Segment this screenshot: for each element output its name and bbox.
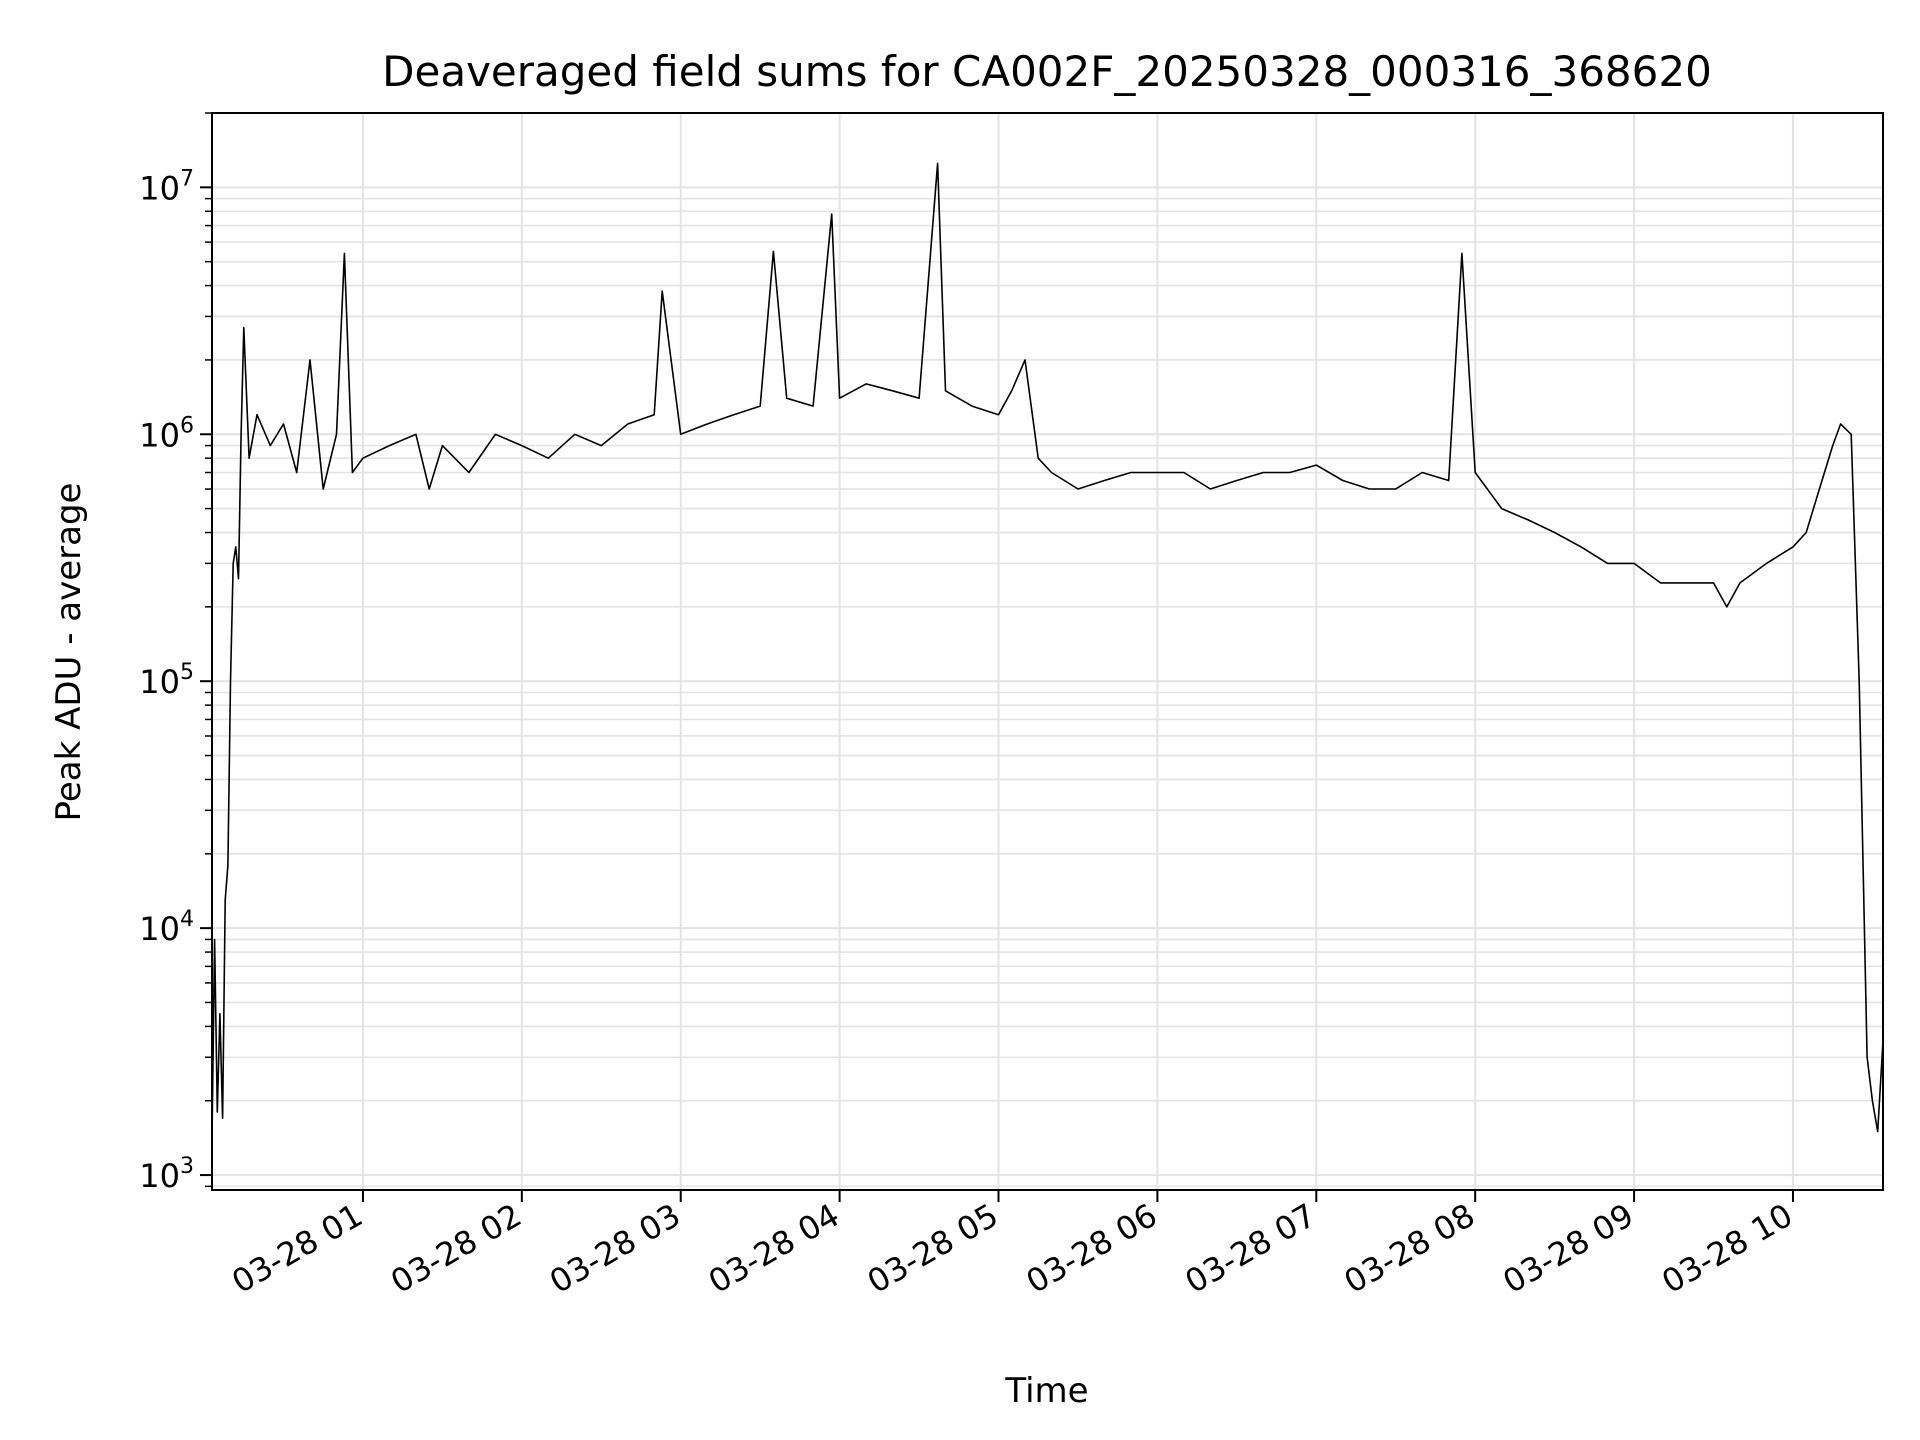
y-axis-ticks: 103 104 105 106 107	[139, 112, 212, 1195]
y-tick-label: 107	[139, 166, 194, 207]
x-axis-title: Time	[1004, 1371, 1088, 1411]
series-layer	[211, 162, 1884, 1140]
y-axis-title: Peak ADU - average	[49, 483, 89, 822]
y-tick-label: 106	[139, 413, 194, 454]
series-line	[211, 162, 1884, 1140]
y-tick-label: 105	[139, 660, 194, 701]
chart-title: Deaveraged field sums for CA002F_2025032…	[382, 47, 1712, 96]
grid-lines	[212, 112, 1883, 1190]
y-tick-label: 103	[139, 1154, 194, 1195]
plot-frame	[211, 112, 1884, 1191]
y-tick-label: 104	[139, 907, 194, 948]
